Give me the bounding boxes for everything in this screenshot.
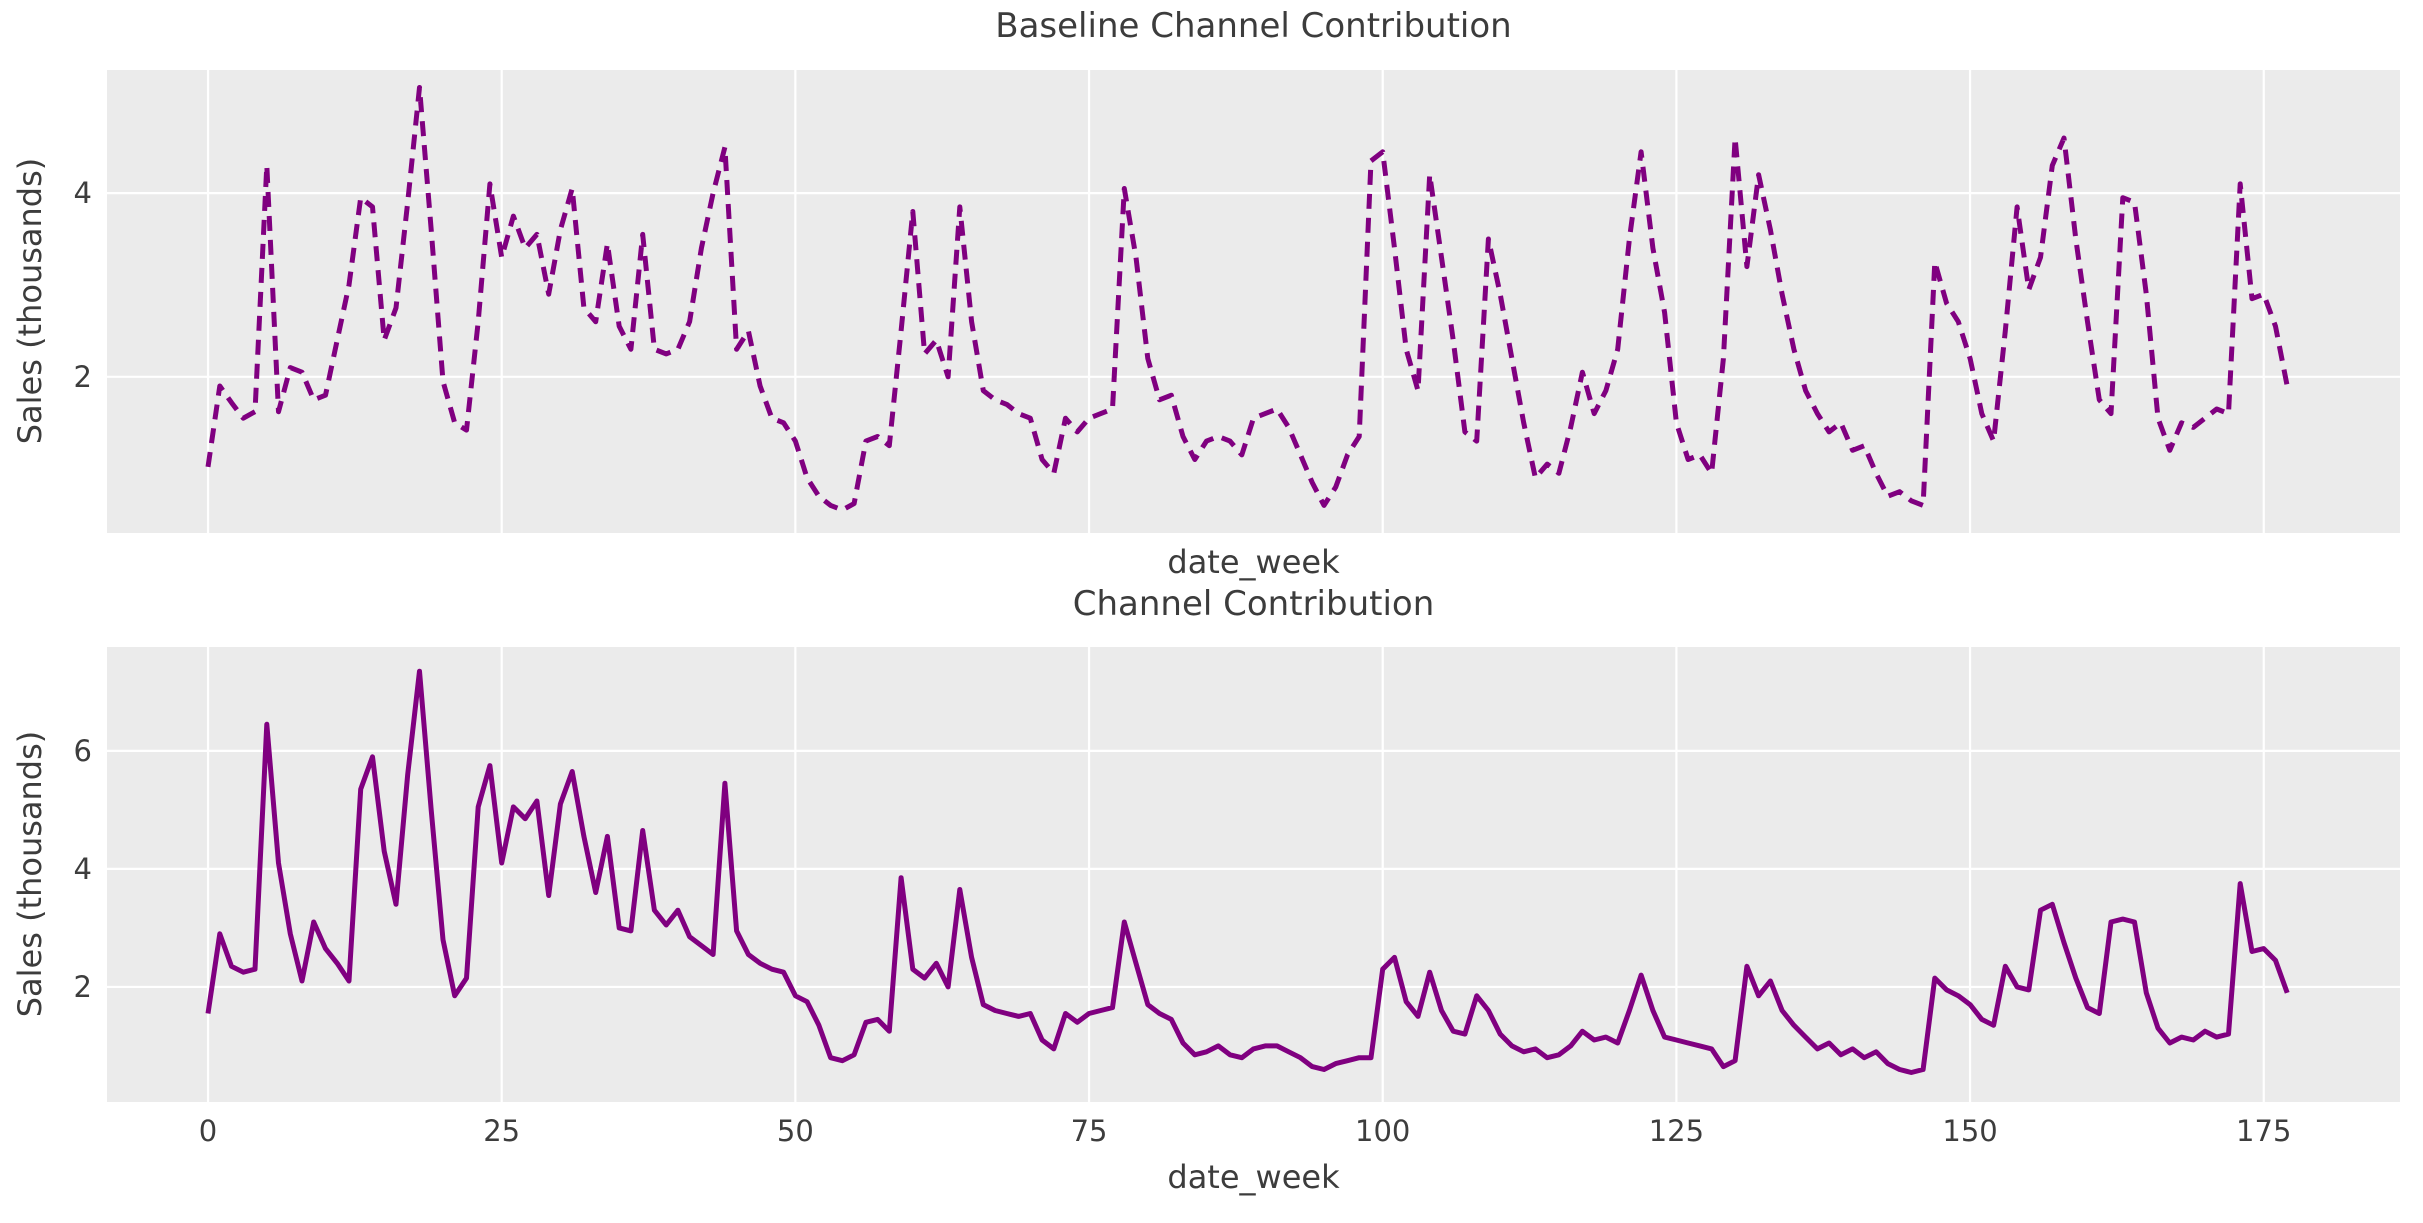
plot-area-channel — [107, 647, 2400, 1102]
y-tick-label: 4 — [73, 851, 92, 886]
x-axis-label-channel: date_week — [1167, 1158, 1340, 1196]
x-tick-label: 50 — [776, 1114, 814, 1148]
x-axis-label-baseline: date_week — [1167, 543, 1340, 581]
x-tick-label: 75 — [1070, 1114, 1108, 1148]
y-tick-label: 6 — [73, 733, 92, 768]
series-line-channel — [205, 668, 2290, 1075]
chart-canvas — [107, 647, 2400, 1102]
x-tick-label: 0 — [198, 1114, 218, 1148]
chart-title-baseline: Baseline Channel Contribution — [995, 6, 1512, 46]
series-line-baseline — [205, 85, 2290, 513]
x-tick-label: 150 — [1942, 1114, 1998, 1148]
x-tick-label: 125 — [1648, 1114, 1705, 1148]
y-tick-label: 2 — [73, 969, 92, 1004]
x-tick-label: 100 — [1355, 1114, 1411, 1148]
y-tick-label: 4 — [73, 176, 92, 211]
chart-canvas — [107, 70, 2400, 533]
axes-background — [107, 647, 2400, 1102]
x-tick-label: 25 — [483, 1114, 521, 1148]
x-tick-label: 175 — [2236, 1114, 2292, 1148]
plot-area-baseline — [107, 70, 2400, 533]
y-tick-label: 2 — [73, 359, 92, 394]
axes-background — [107, 70, 2400, 533]
chart-title-channel: Channel Contribution — [1072, 584, 1435, 624]
